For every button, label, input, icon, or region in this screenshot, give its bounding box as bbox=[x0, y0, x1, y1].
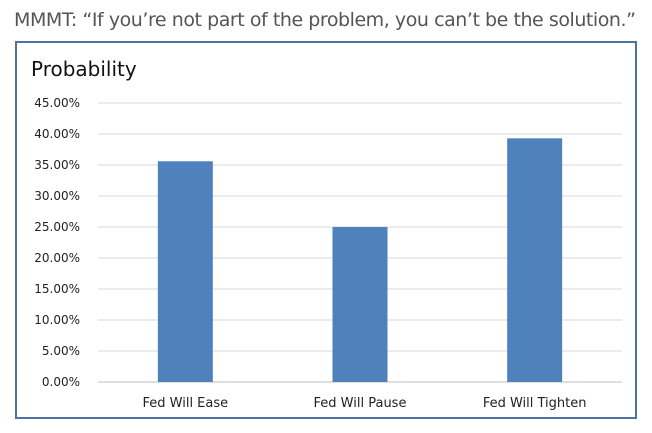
y-tick-label: 10.00% bbox=[34, 313, 80, 327]
x-axis-category-labels: Fed Will Ease Fed Will Pause Fed Will Tigh… bbox=[143, 396, 587, 411]
bar-fed-will-pause bbox=[332, 227, 388, 382]
x-category-label: Fed Will Pause bbox=[314, 396, 407, 411]
bar-fed-will-ease bbox=[157, 161, 213, 382]
y-tick-label: 5.00% bbox=[42, 344, 80, 358]
x-category-label: Fed Will Tighten bbox=[483, 396, 587, 411]
y-tick-label: 25.00% bbox=[34, 220, 80, 234]
bars bbox=[157, 138, 563, 382]
y-tick-label: 45.00% bbox=[34, 96, 80, 110]
y-tick-label: 40.00% bbox=[34, 127, 80, 141]
y-tick-label: 15.00% bbox=[34, 282, 80, 296]
y-tick-label: 35.00% bbox=[34, 158, 80, 172]
y-tick-label: 30.00% bbox=[34, 189, 80, 203]
y-tick-label: 20.00% bbox=[34, 251, 80, 265]
bar-fed-will-tighten bbox=[507, 138, 563, 382]
y-tick-label: 0.00% bbox=[42, 375, 80, 389]
y-axis-tick-labels: 0.00% 5.00% 10.00% 15.00% 20.00% 25.00% 30.00%… bbox=[34, 96, 80, 389]
page-header: MMMT: “If you’re not part of the problem… bbox=[14, 9, 636, 31]
x-category-label: Fed Will Ease bbox=[143, 396, 229, 411]
chart-title: Probability bbox=[31, 57, 137, 81]
